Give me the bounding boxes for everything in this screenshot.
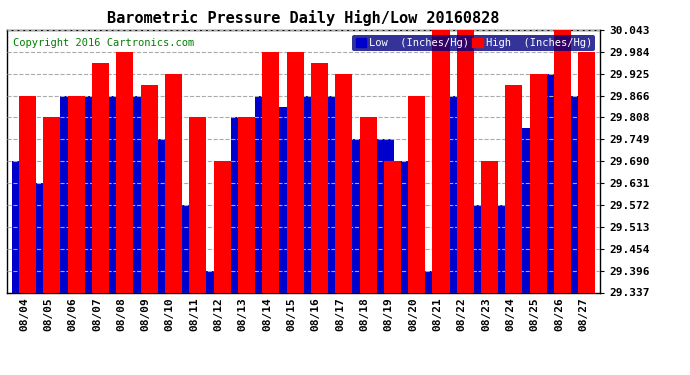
Bar [230,117,248,292]
Bar [68,96,85,292]
Bar [214,161,230,292]
Bar [359,117,377,292]
Bar [189,117,206,292]
Bar [425,271,442,292]
Bar [449,96,466,292]
Bar [311,63,328,292]
Bar [571,96,588,292]
Bar [165,74,182,292]
Bar [457,30,474,292]
Bar [352,140,369,292]
Bar [481,161,498,292]
Bar [158,140,175,292]
Bar [401,161,418,292]
Bar [408,96,425,292]
Bar [384,161,401,292]
Bar [117,52,133,292]
Bar [578,52,595,292]
Bar [43,117,61,292]
Bar [546,74,564,292]
Bar [304,96,321,292]
Bar [238,117,255,292]
Legend: Low  (Inches/Hg), High  (Inches/Hg): Low (Inches/Hg), High (Inches/Hg) [353,35,595,51]
Bar [109,96,126,292]
Bar [377,140,393,292]
Bar [328,96,345,292]
Bar [498,205,515,292]
Bar [92,63,109,292]
Bar [286,52,304,292]
Bar [506,85,522,292]
Bar [279,106,296,292]
Bar [182,205,199,292]
Bar [12,161,29,292]
Title: Barometric Pressure Daily High/Low 20160828: Barometric Pressure Daily High/Low 20160… [108,10,500,26]
Bar [530,74,546,292]
Bar [19,96,36,292]
Bar [335,74,352,292]
Bar [141,85,158,292]
Bar [36,183,53,292]
Bar [522,128,540,292]
Bar [206,271,224,292]
Bar [474,205,491,292]
Bar [262,52,279,292]
Bar [133,96,150,292]
Bar [255,96,272,292]
Bar [554,30,571,292]
Bar [433,30,449,292]
Bar [85,96,101,292]
Bar [61,96,77,292]
Text: Copyright 2016 Cartronics.com: Copyright 2016 Cartronics.com [13,38,194,48]
